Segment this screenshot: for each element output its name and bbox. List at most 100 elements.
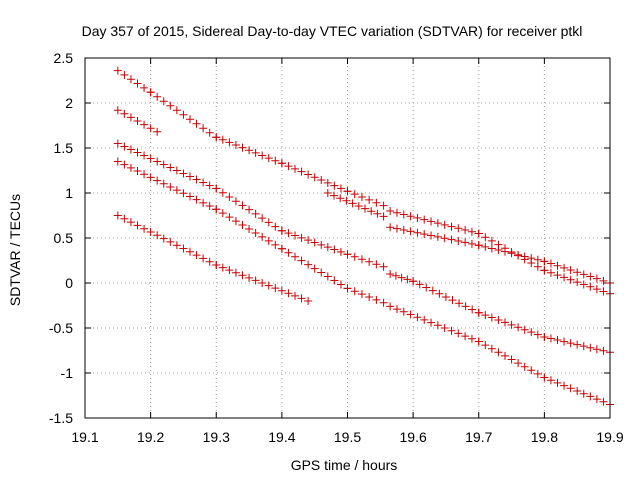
data-point: [406, 212, 415, 221]
data-point: [415, 280, 424, 289]
data-point: [514, 323, 523, 332]
data-point: [586, 272, 595, 281]
data-point: [205, 128, 214, 137]
data-point: [433, 219, 442, 228]
data-point: [560, 337, 569, 346]
data-point: [231, 141, 240, 150]
data-point: [566, 275, 575, 284]
data-point: [365, 257, 374, 266]
data-point: [546, 334, 555, 343]
data-point: [284, 248, 293, 257]
data-point: [133, 148, 142, 157]
data-point: [427, 217, 436, 226]
data-point: [447, 222, 456, 231]
data-point: [413, 213, 422, 222]
data-point: [365, 195, 374, 204]
data-point: [342, 196, 351, 205]
data-point: [146, 124, 155, 133]
data-point: [205, 181, 214, 190]
data-point: [159, 234, 168, 243]
data-point: [386, 302, 395, 311]
data-point: [153, 157, 162, 166]
data-point: [291, 291, 299, 300]
data-point: [277, 286, 286, 295]
data-point: [133, 79, 142, 88]
data-point: [179, 110, 188, 119]
data-point: [291, 252, 299, 261]
data-point: [474, 229, 483, 238]
data-point: [245, 273, 254, 282]
data-point: [258, 279, 267, 287]
series-track-b: [113, 106, 614, 298]
data-point: [481, 311, 490, 320]
data-point: [392, 208, 401, 217]
data-point: [245, 225, 254, 233]
y-tick-label: 1.5: [54, 140, 74, 156]
data-point: [179, 169, 188, 178]
y-tick-labels: -1.5 -1 -0.5 0 0.5 1 1.5 2 2.5: [49, 50, 73, 426]
data-point: [566, 339, 575, 348]
data-point: [507, 355, 516, 364]
data-point: [258, 214, 267, 223]
x-tick-label: 19.5: [334, 429, 361, 445]
data-point: [428, 286, 437, 295]
data-point: [199, 198, 208, 207]
data-point: [271, 222, 280, 231]
data-point: [153, 231, 162, 240]
data-point: [454, 329, 463, 338]
x-tick-label: 19.4: [268, 429, 295, 445]
data-point: [205, 202, 214, 211]
data-point: [367, 207, 376, 216]
data-point: [343, 250, 352, 259]
data-point: [514, 251, 523, 260]
x-tick-label: 19.7: [465, 429, 492, 445]
data-point: [474, 337, 483, 346]
data-point: [420, 230, 429, 239]
data-point: [186, 247, 194, 256]
data-point: [386, 207, 395, 215]
data-point: [264, 236, 273, 245]
data-point: [348, 199, 357, 208]
plot-frame: [84, 57, 611, 419]
data-point: [330, 191, 339, 200]
data-point: [379, 201, 388, 210]
data-point: [501, 351, 509, 360]
data-point: [113, 211, 122, 220]
x-tick-label: 19.3: [203, 429, 230, 445]
data-point: [546, 268, 555, 277]
data-point: [433, 232, 442, 241]
data-point: [284, 162, 293, 171]
data-point: [179, 244, 188, 253]
data-point: [159, 160, 168, 169]
x-tick-label: 19.9: [596, 429, 623, 445]
data-point: [113, 157, 122, 166]
data-point: [323, 178, 332, 187]
chart-title: Day 357 of 2015, Sidereal Day-to-day VTE…: [82, 23, 583, 39]
data-point: [507, 320, 516, 329]
data-point: [573, 340, 582, 349]
data-point: [507, 247, 516, 256]
data-points: [113, 66, 614, 409]
data-point: [153, 92, 162, 101]
data-point: [212, 261, 221, 269]
data-point: [166, 163, 175, 172]
data-point: [447, 235, 456, 244]
data-point: [573, 268, 582, 277]
data-point: [179, 189, 188, 198]
data-point: [126, 113, 135, 122]
data-point: [140, 224, 149, 233]
data-point: [406, 310, 415, 319]
data-point: [592, 345, 601, 354]
data-point: [264, 218, 273, 227]
data-point: [399, 307, 408, 316]
data-point: [336, 247, 345, 256]
data-point: [527, 328, 536, 337]
series-track-c: [113, 139, 614, 357]
data-point: [540, 333, 549, 341]
data-point: [251, 148, 260, 157]
data-point: [361, 204, 369, 213]
data-point: [447, 326, 456, 335]
data-point: [238, 143, 247, 152]
data-point: [365, 293, 374, 302]
data-point: [212, 133, 221, 142]
